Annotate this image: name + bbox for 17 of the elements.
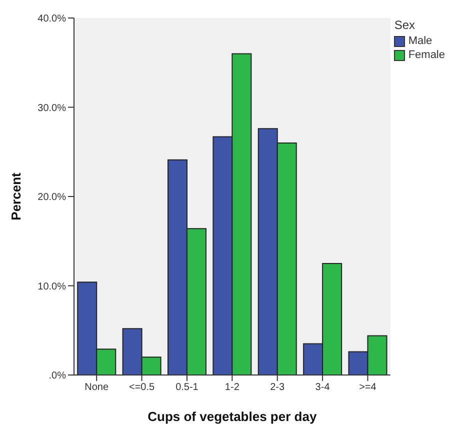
x-tick-label: 2-3 [270, 382, 286, 394]
y-tick-label: 40.0% [38, 14, 66, 25]
x-tick-label: >=4 [359, 382, 377, 394]
legend-title: Sex [394, 18, 416, 32]
x-tick-label: 1-2 [224, 382, 240, 394]
legend-label: Female [408, 49, 445, 61]
y-tick-label: .0% [48, 370, 66, 382]
y-tick-label: 20.0% [38, 192, 66, 204]
y-tick-label: 10.0% [38, 281, 66, 292]
x-tick-label: 3-4 [315, 382, 330, 394]
legend-label: Male [408, 35, 432, 47]
x-tick-label: 0.5-1 [176, 382, 199, 394]
x-axis-title: Cups of vegetables per day [148, 409, 318, 424]
x-tick-label: <=0.5 [128, 382, 156, 394]
y-tick-label: 30.0% [38, 102, 66, 114]
x-tick-label: None [84, 382, 109, 394]
y-axis-title: Percent [8, 172, 24, 220]
